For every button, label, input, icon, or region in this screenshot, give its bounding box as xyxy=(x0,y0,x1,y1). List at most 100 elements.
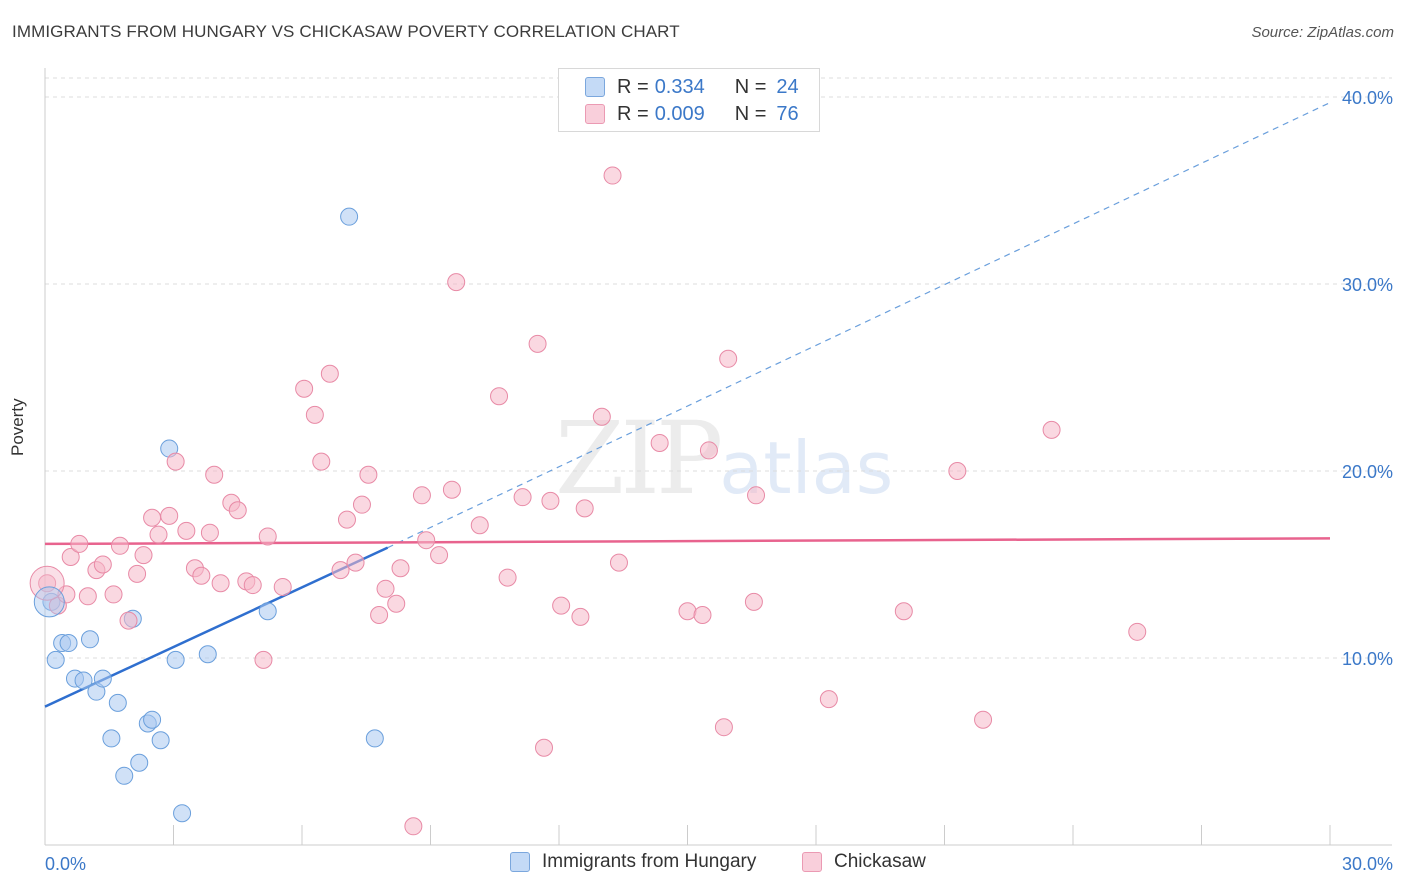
point-chickasaw xyxy=(320,364,339,383)
point-chickasaw xyxy=(243,576,262,595)
point-chickasaw xyxy=(678,602,697,621)
point-chickasaw xyxy=(346,553,365,572)
point-chickasaw xyxy=(143,508,162,527)
bottom-legend-chickasaw: Chickasaw xyxy=(802,851,926,873)
bottom-legend-swatch-chickasaw xyxy=(802,852,822,872)
source-label: Source: ZipAtlas.com xyxy=(1251,24,1394,41)
watermark-zip: ZIP xyxy=(555,400,723,517)
point-chickasaw xyxy=(160,506,179,525)
point-hungary xyxy=(151,731,170,750)
legend-n-label: N = xyxy=(734,75,767,98)
point-chickasaw xyxy=(535,738,554,757)
point-hungary xyxy=(166,650,185,669)
point-chickasaw xyxy=(359,465,378,484)
point-chickasaw xyxy=(70,534,89,553)
point-chickasaw xyxy=(387,594,406,613)
tick-labels: 10.0% 20.0% 30.0% 40.0% 0.0% 30.0% xyxy=(45,88,1393,874)
bottom-legend-label-hungary: Immigrants from Hungary xyxy=(542,851,757,872)
point-chickasaw xyxy=(747,486,766,505)
bottom-legend-swatch-hungary xyxy=(510,852,530,872)
point-chickasaw xyxy=(391,559,410,578)
point-hungary xyxy=(173,804,192,823)
point-chickasaw xyxy=(442,480,461,499)
point-chickasaw xyxy=(352,495,371,514)
chart-title: IMMIGRANTS FROM HUNGARY VS CHICKASAW POV… xyxy=(12,22,680,41)
point-chickasaw xyxy=(337,510,356,529)
legend-row-hungary: R = 0.334 N = 24 xyxy=(585,75,799,99)
point-chickasaw xyxy=(470,516,489,535)
point-chickasaw xyxy=(571,607,590,626)
point-hungary-large xyxy=(33,586,65,618)
point-chickasaw xyxy=(295,379,314,398)
point-chickasaw xyxy=(609,553,628,572)
point-chickasaw xyxy=(228,501,247,520)
trend-chickasaw xyxy=(44,537,1331,546)
bottom-legend-hungary: Immigrants from Hungary xyxy=(510,851,756,873)
point-chickasaw xyxy=(603,166,622,185)
point-chickasaw xyxy=(177,521,196,540)
legend-r-label: R = xyxy=(617,75,649,98)
point-chickasaw xyxy=(552,596,571,615)
point-chickasaw xyxy=(714,718,733,737)
legend-r-value: 0.334 xyxy=(654,75,705,98)
point-chickasaw xyxy=(894,602,913,621)
point-chickasaw xyxy=(948,462,967,480)
grid-lines xyxy=(45,77,1392,659)
x-tick-label-min: 0.0% xyxy=(45,854,86,874)
point-chickasaw xyxy=(192,566,211,585)
point-chickasaw xyxy=(650,433,669,452)
point-chickasaw xyxy=(541,491,560,510)
legend-n-label: N = xyxy=(734,102,767,125)
legend-swatch-hungary xyxy=(585,77,605,97)
axes xyxy=(44,68,1392,846)
point-chickasaw xyxy=(258,527,277,546)
legend-n-value: 24 xyxy=(776,75,799,98)
point-chickasaw xyxy=(110,536,129,555)
x-tick-label-max: 30.0% xyxy=(1342,854,1393,874)
point-hungary xyxy=(198,645,217,664)
bottom-legend-label-chickasaw: Chickasaw xyxy=(834,851,926,872)
point-chickasaw xyxy=(370,605,389,624)
point-chickasaw xyxy=(273,577,292,596)
point-chickasaw xyxy=(1042,420,1061,439)
point-chickasaw xyxy=(78,587,97,606)
point-hungary xyxy=(74,671,93,690)
point-chickasaw xyxy=(417,531,436,550)
point-chickasaw xyxy=(498,568,517,587)
point-chickasaw xyxy=(119,611,138,630)
point-chickasaw xyxy=(447,273,466,292)
legend-r-value: 0.009 xyxy=(654,102,705,125)
point-hungary xyxy=(143,710,162,729)
point-chickasaw xyxy=(974,710,993,729)
correlation-legend: R = 0.334 N = 24 R = 0.009 N = 76 xyxy=(558,68,820,132)
point-chickasaw xyxy=(61,548,80,567)
point-chickasaw xyxy=(128,564,147,583)
point-hungary xyxy=(102,729,121,748)
point-hungary xyxy=(340,207,359,226)
point-chickasaw xyxy=(490,387,509,406)
point-chickasaw xyxy=(305,405,324,424)
watermark: ZIPatlas xyxy=(555,400,893,517)
point-chickasaw xyxy=(592,407,611,426)
point-hungary xyxy=(80,630,99,649)
y-tick-label: 10.0% xyxy=(1342,649,1393,669)
point-hungary xyxy=(258,602,277,621)
y-tick-label: 20.0% xyxy=(1342,462,1393,482)
point-hungary xyxy=(130,753,149,772)
legend-swatch-chickasaw xyxy=(585,104,605,124)
point-chickasaw xyxy=(200,523,219,542)
point-chickasaw xyxy=(331,561,350,580)
legend-row-chickasaw: R = 0.009 N = 76 xyxy=(585,102,799,126)
point-chickasaw xyxy=(699,441,718,460)
legend-n-value: 76 xyxy=(776,102,799,125)
point-chickasaw xyxy=(575,499,594,518)
point-chickasaw xyxy=(719,349,738,368)
point-chickasaw xyxy=(93,555,112,574)
point-chickasaw xyxy=(312,452,331,471)
point-chickasaw xyxy=(1128,622,1147,641)
point-chickasaw xyxy=(254,650,273,669)
point-hungary xyxy=(365,729,384,748)
point-chickasaw xyxy=(412,486,431,505)
point-hungary xyxy=(93,669,112,688)
